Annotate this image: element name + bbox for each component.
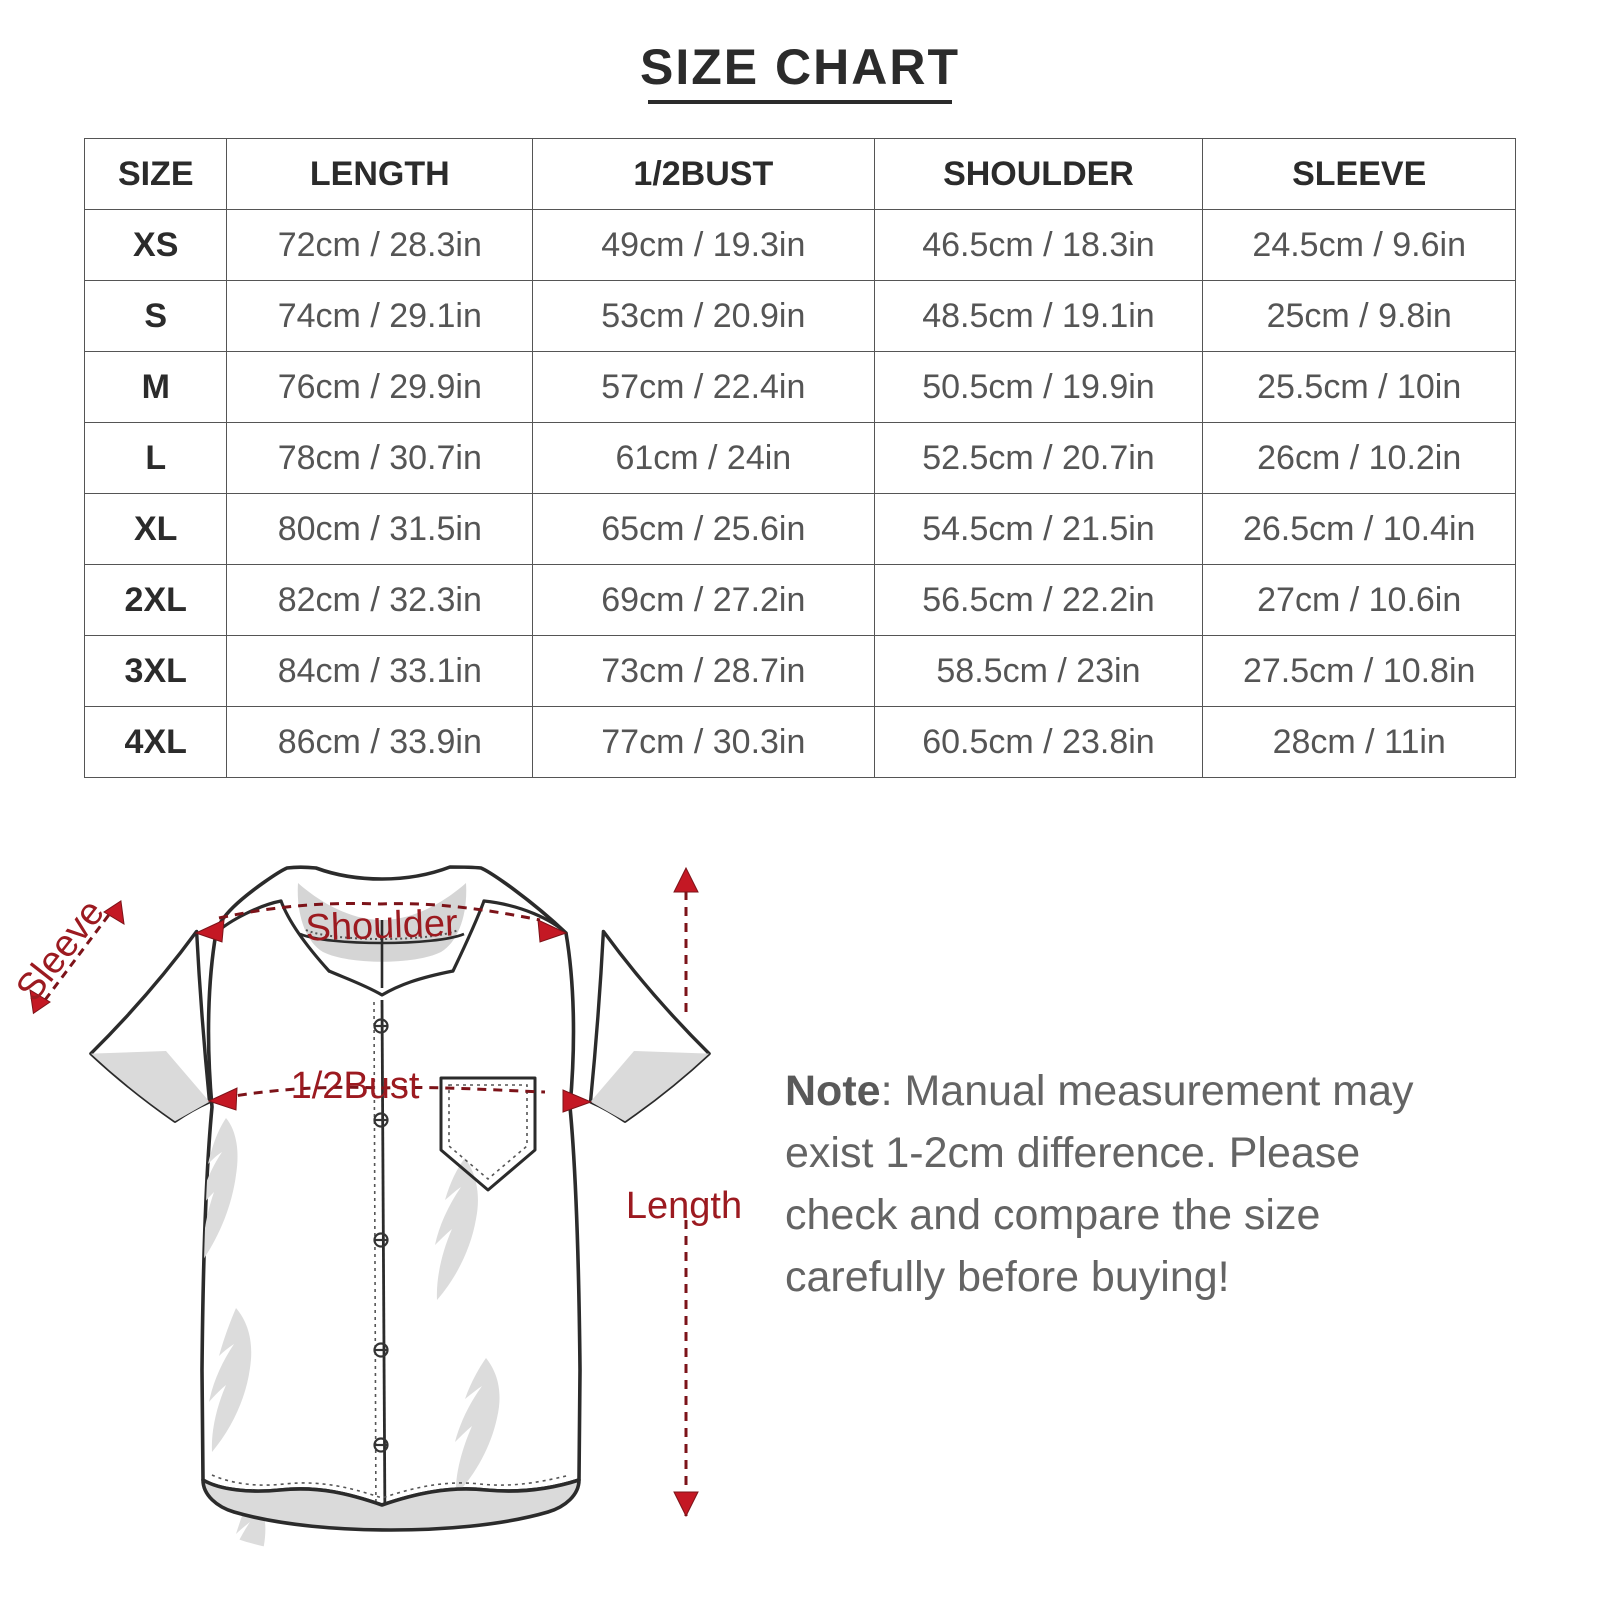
svg-text:Length: Length: [626, 1185, 742, 1227]
svg-text:Shoulder: Shoulder: [305, 902, 459, 949]
svg-text:Sleeve: Sleeve: [8, 892, 113, 1009]
svg-text:1/2Bust: 1/2Bust: [291, 1065, 420, 1107]
